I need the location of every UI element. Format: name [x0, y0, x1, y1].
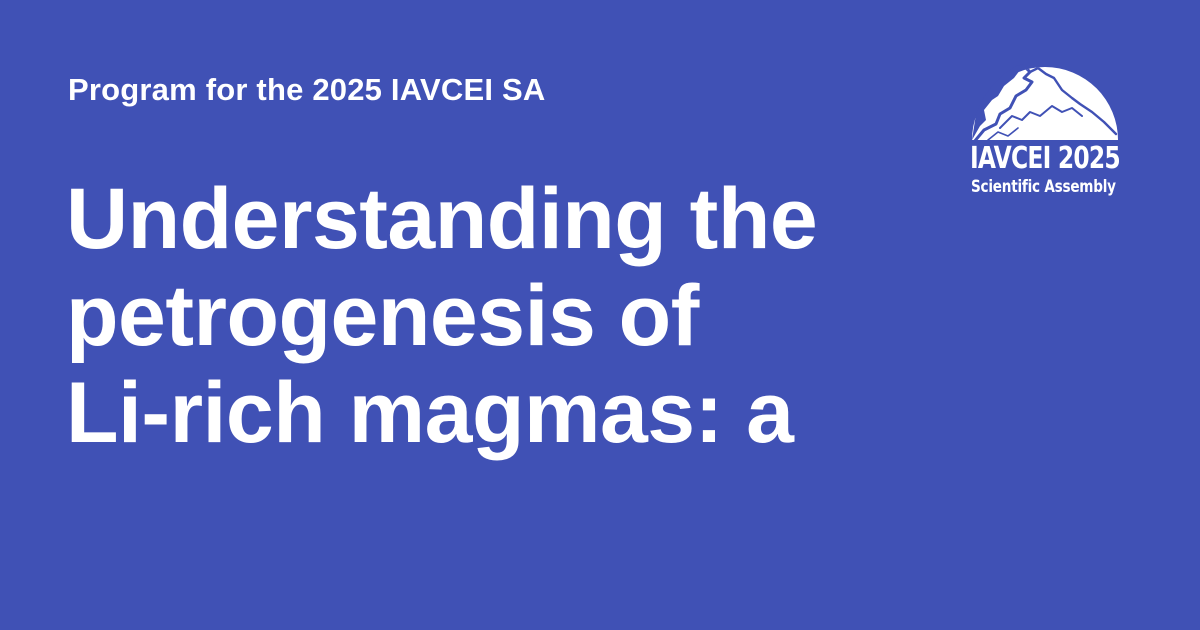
title-line: Li-rich magmas: a: [66, 365, 794, 461]
volcano-icon: [972, 64, 1118, 140]
title-line: petrogenesis of: [66, 268, 699, 364]
logo-subtitle: Scientific Assembly: [971, 177, 1116, 197]
iavcei-logo: IAVCEI 2025 Scientific Assembly: [962, 56, 1128, 206]
program-kicker: Program for the 2025 IAVCEI SA: [68, 72, 546, 107]
title-line: Understanding the: [66, 171, 818, 267]
page-title: Understanding the petrogenesis of Li-ric…: [66, 171, 886, 462]
logo-title: IAVCEI 2025: [970, 141, 1121, 176]
